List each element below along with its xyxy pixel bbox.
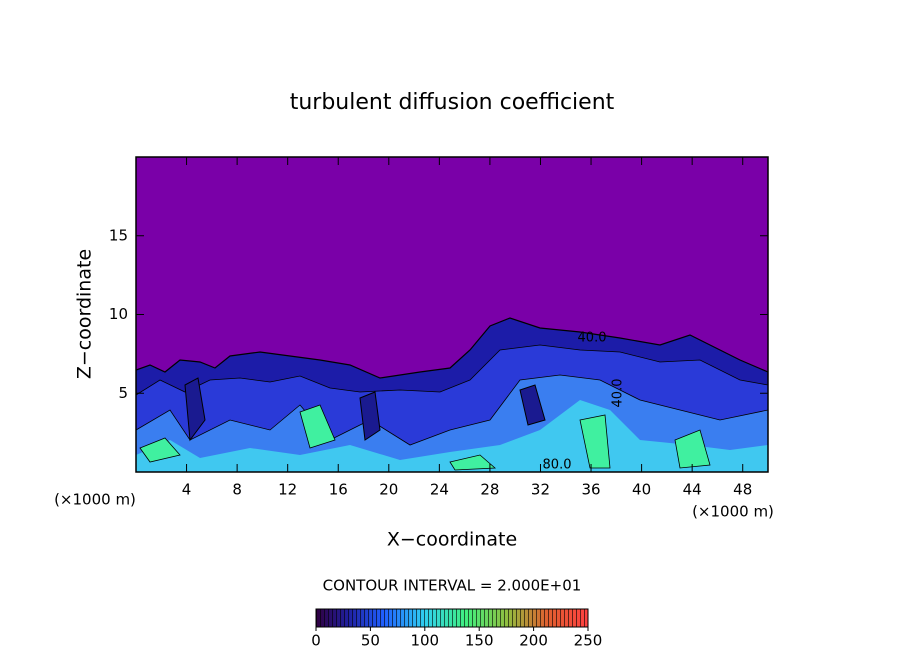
x-tick-label: 48	[733, 481, 752, 499]
x-tick-label: 24	[430, 481, 449, 499]
x-tick-label: 32	[531, 481, 550, 499]
contour-label: 40.0	[578, 331, 607, 346]
x-unit-right: (×1000 m)	[692, 503, 774, 521]
x-tick-label: 36	[581, 481, 600, 499]
colorbar-tick-label: 100	[410, 632, 439, 650]
colorbar-tick-label: 0	[311, 632, 321, 650]
x-tick-label: 20	[379, 481, 398, 499]
colorbar-lines	[315, 608, 589, 628]
x-tick-label: 8	[232, 481, 242, 499]
colorbar-tick-label: 250	[574, 632, 603, 650]
colorbar-tick-label: 50	[361, 632, 380, 650]
contour-label: 80.0	[543, 458, 572, 473]
contour-label: 40.0	[611, 379, 626, 408]
x-axis-label: X−coordinate	[387, 529, 517, 551]
colorbar-tick-label: 150	[465, 632, 494, 650]
contour-interval: CONTOUR INTERVAL = 2.000E+01	[323, 577, 582, 595]
colorbar-tick-label: 200	[519, 632, 548, 650]
y-axis-label: Z−coordinate	[74, 249, 96, 379]
y-tick-label: 10	[109, 305, 128, 323]
x-tick-label: 16	[329, 481, 348, 499]
field	[136, 157, 768, 472]
x-unit-left: (×1000 m)	[54, 491, 136, 509]
x-tick-label: 12	[278, 481, 297, 499]
x-tick-label: 28	[480, 481, 499, 499]
y-tick-label: 15	[109, 226, 128, 244]
x-tick-label: 4	[182, 481, 192, 499]
y-tick-label: 5	[118, 384, 128, 402]
x-tick-label: 40	[632, 481, 651, 499]
x-tick-label: 44	[683, 481, 702, 499]
chart-title: turbulent diffusion coefficient	[290, 90, 615, 115]
